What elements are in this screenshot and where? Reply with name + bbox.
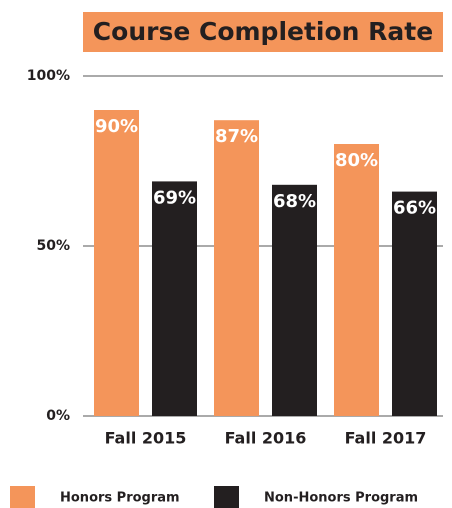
data-label: 68% xyxy=(273,191,316,212)
bar xyxy=(334,144,379,416)
data-label: 69% xyxy=(153,187,196,208)
bar xyxy=(272,184,317,416)
data-label: 66% xyxy=(393,198,436,219)
bar xyxy=(94,110,139,416)
chart-title: Course Completion Rate xyxy=(93,17,433,46)
bar xyxy=(152,181,197,416)
legend-label: Non-Honors Program xyxy=(264,491,418,506)
title-box xyxy=(83,12,443,52)
y-tick-label: 100% xyxy=(27,68,70,84)
x-tick-label: Fall 2017 xyxy=(345,429,427,448)
legend-swatch xyxy=(214,486,239,508)
x-tick-label: Fall 2016 xyxy=(225,429,307,448)
data-label: 87% xyxy=(215,126,258,147)
data-label: 90% xyxy=(95,116,138,137)
legend-label: Honors Program xyxy=(60,491,180,506)
bar xyxy=(392,191,437,416)
legend-swatch xyxy=(10,486,35,508)
data-label: 80% xyxy=(335,150,378,171)
y-tick-label: 50% xyxy=(36,238,70,254)
bar xyxy=(214,120,259,416)
x-tick-label: Fall 2015 xyxy=(105,429,187,448)
y-tick-label: 0% xyxy=(46,408,70,424)
